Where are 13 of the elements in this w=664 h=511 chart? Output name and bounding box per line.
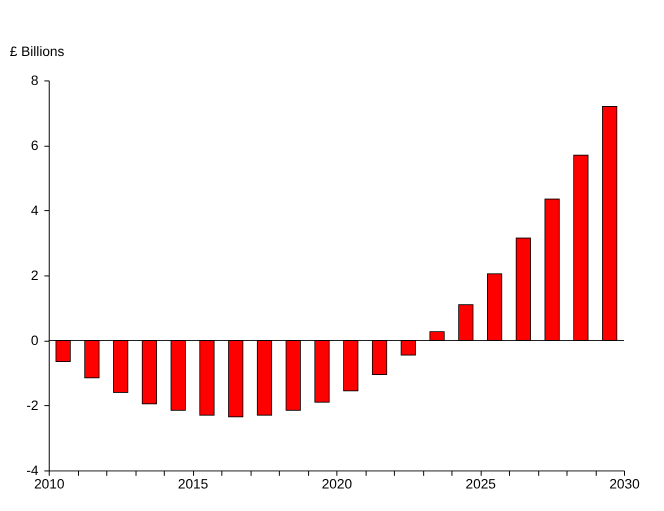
x-tick-label: 2015	[178, 476, 209, 492]
y-tick-label: 6	[30, 138, 39, 153]
y-tick-label: 0	[30, 332, 39, 348]
y-axis-title: £ Billions	[10, 44, 65, 60]
x-tick-label: 2020	[322, 476, 352, 492]
y-tick-label: 8	[30, 72, 39, 88]
y-tick-label: -4	[26, 462, 39, 478]
x-tick-label: 2010	[34, 476, 65, 492]
x-tick-label: 2030	[609, 476, 640, 492]
y-tick-label: 4	[30, 202, 39, 218]
y-tick-label: -2	[26, 398, 39, 413]
x-tick-label: 2025	[466, 476, 496, 492]
y-tick-label: 2	[30, 268, 39, 283]
